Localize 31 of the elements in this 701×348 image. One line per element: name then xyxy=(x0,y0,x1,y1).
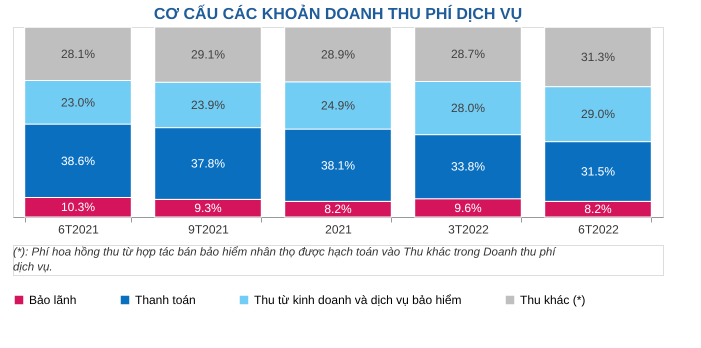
legend-label: Thu từ kinh doanh và dịch vụ bảo hiểm xyxy=(254,293,462,307)
data-label: 9.3% xyxy=(194,201,222,216)
chart-title: CƠ CẤU CÁC KHOẢN DOANH THU PHÍ DỊCH VỤ xyxy=(154,4,522,23)
data-label: 28.0% xyxy=(450,101,486,116)
legend-label: Bảo lãnh xyxy=(29,293,76,307)
data-label: 8.2% xyxy=(584,202,612,216)
data-label: 29.1% xyxy=(190,48,226,62)
x-tick-label: 9T2021 xyxy=(188,222,230,236)
data-label: 23.0% xyxy=(60,95,96,110)
data-label: 10.3% xyxy=(60,200,96,214)
x-tick-label: 3T2022 xyxy=(448,222,490,236)
data-label: 24.9% xyxy=(320,98,356,112)
data-label: 28.9% xyxy=(320,47,356,62)
legend-label: Thu khác (*) xyxy=(520,293,586,307)
data-label: 29.0% xyxy=(580,107,616,122)
data-label: 28.7% xyxy=(450,47,486,62)
data-label: 8.2% xyxy=(324,202,352,216)
data-label: 38.1% xyxy=(320,158,356,172)
data-label: 23.9% xyxy=(190,98,226,112)
x-tick-label: 6T2022 xyxy=(578,222,620,236)
text: (*): Phí hoa hồng thu từ hợp tác bán bảo hiểm nhân thọ được hạch toán vào Thu khác trong Doanh thu phí dịch vụ. xyxy=(13,246,558,274)
x-tick-label: 6T2021 xyxy=(58,222,100,236)
data-label: 33.8% xyxy=(450,160,486,174)
legend-label: Thanh toán xyxy=(135,293,196,307)
data-label: 31.3% xyxy=(580,50,616,64)
x-tick-label: 2021 xyxy=(325,222,352,236)
data-label: 38.6% xyxy=(60,154,96,168)
data-label: 31.5% xyxy=(580,164,616,179)
data-label: 9.6% xyxy=(454,200,482,215)
data-label: 37.8% xyxy=(190,156,226,170)
data-label: 28.1% xyxy=(60,46,96,61)
